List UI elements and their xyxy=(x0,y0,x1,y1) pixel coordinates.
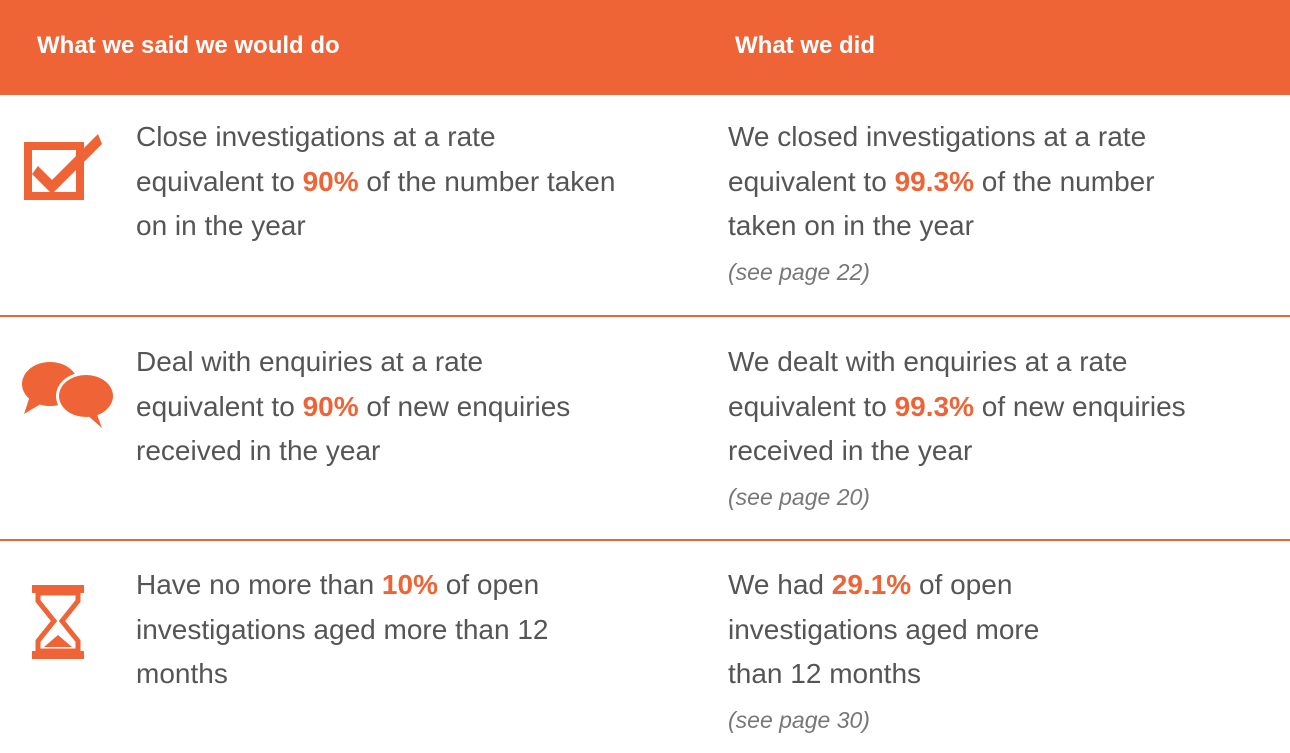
text-part: of the number taken on in the year xyxy=(728,165,1155,242)
text-part: of new enquiries received in the year xyxy=(136,390,571,467)
table-header: What we said we would do What we did xyxy=(0,0,1290,95)
text-part: We closed investigations at a rate equiv… xyxy=(728,121,1147,197)
text-part: Close investigations at a rate equivalen… xyxy=(136,121,496,197)
row-separator xyxy=(0,315,1290,317)
hourglass-icon xyxy=(32,585,84,659)
row-separator xyxy=(0,539,1290,541)
highlight-value: 99.3% xyxy=(894,165,974,197)
text-part: We dealt with enquiries at a rate equiva… xyxy=(728,346,1128,422)
checkbox-icon xyxy=(24,134,102,200)
text-part: Have no more than xyxy=(136,569,382,600)
highlight-value: 29.1% xyxy=(831,569,912,600)
page-reference: (see page 20) xyxy=(728,484,870,510)
highlight-value: 99.3% xyxy=(894,390,974,422)
text-part: of open investigations aged more than 12… xyxy=(136,569,549,689)
highlight-value: 90% xyxy=(302,165,359,197)
text-part: of new enquiries received in the year xyxy=(728,390,1186,467)
text-part: Deal with enquiries at a rate equivalent… xyxy=(136,346,484,422)
result-text: We closed investigations at a rate equiv… xyxy=(728,115,1228,249)
text-part: We had xyxy=(728,569,832,600)
highlight-value: 10% xyxy=(381,569,438,600)
commitment-text: Have no more than 10% of open investigat… xyxy=(136,563,616,697)
highlight-value: 90% xyxy=(302,390,359,422)
header-cell: What we did xyxy=(735,32,875,59)
speech-icon xyxy=(22,362,116,428)
page-reference: (see page 30) xyxy=(728,707,870,733)
text-part: of the number taken on in the year xyxy=(136,165,616,242)
text-part: of open investigations aged more than 12… xyxy=(728,569,1040,689)
commitment-text: Close investigations at a rate equivalen… xyxy=(136,115,616,249)
result-text: We dealt with enquiries at a rate equiva… xyxy=(728,340,1228,474)
page-reference: (see page 22) xyxy=(728,259,870,285)
result-text: We had 29.1% of open investigations aged… xyxy=(728,563,1098,697)
commitment-text: Deal with enquiries at a rate equivalent… xyxy=(136,340,616,474)
header-cell: What we said we would do xyxy=(37,32,340,59)
